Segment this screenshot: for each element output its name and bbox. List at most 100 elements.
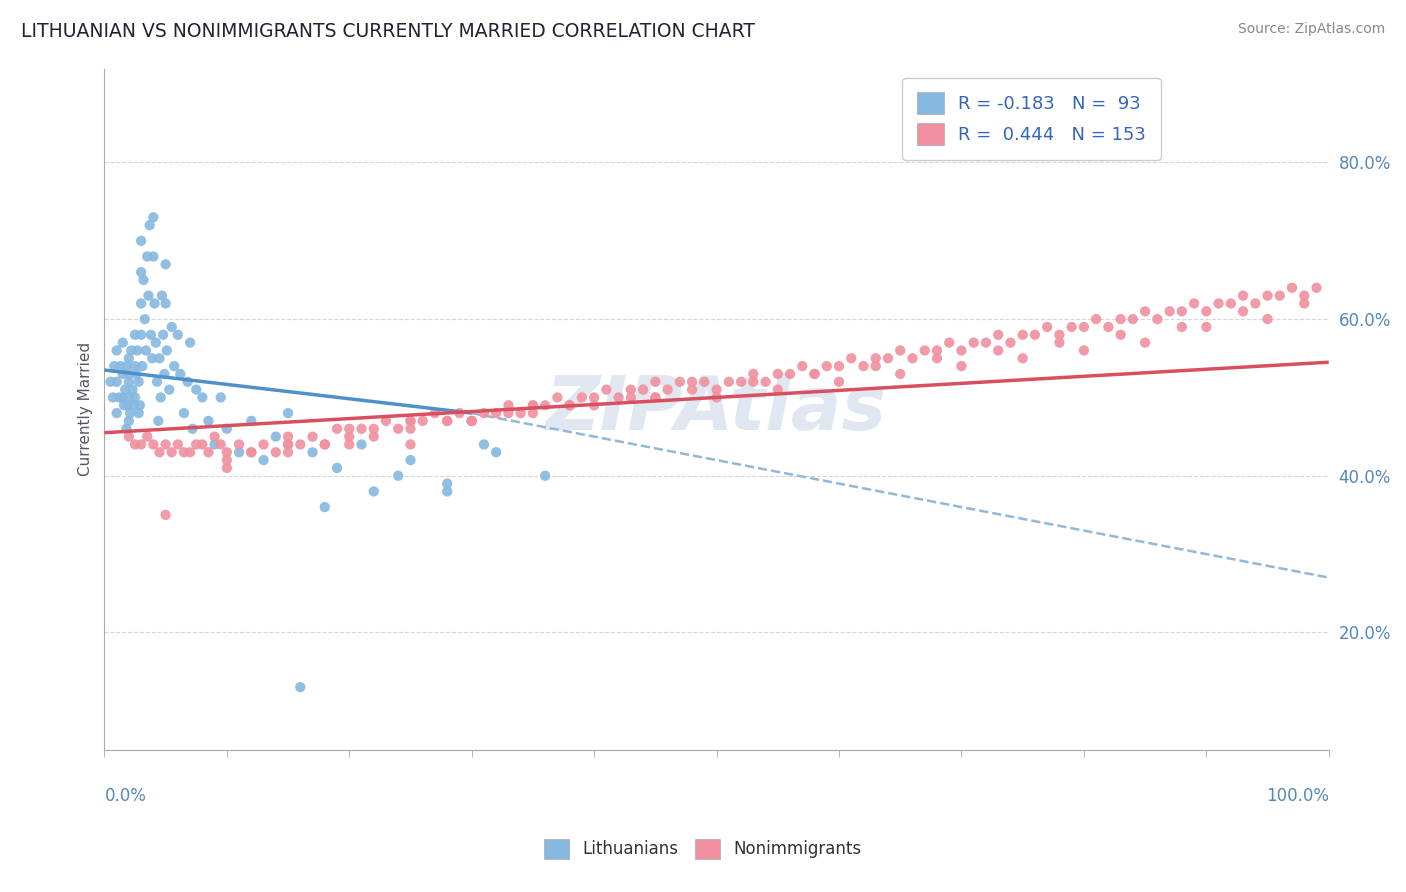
Point bbox=[105, 375, 128, 389]
Point bbox=[522, 406, 544, 420]
Point bbox=[779, 367, 801, 381]
Point bbox=[1011, 327, 1033, 342]
Point bbox=[485, 445, 508, 459]
Point bbox=[1085, 312, 1108, 326]
Point bbox=[865, 351, 887, 366]
Point bbox=[186, 383, 208, 397]
Point bbox=[1294, 288, 1316, 302]
Point bbox=[120, 343, 142, 358]
Point bbox=[100, 375, 122, 389]
Point bbox=[124, 391, 146, 405]
Point bbox=[111, 335, 134, 350]
Point bbox=[534, 398, 557, 412]
Point bbox=[399, 437, 422, 451]
Point bbox=[522, 398, 544, 412]
Point bbox=[717, 375, 740, 389]
Point bbox=[657, 383, 679, 397]
Point bbox=[963, 335, 986, 350]
Point bbox=[1219, 296, 1241, 310]
Point bbox=[160, 320, 183, 334]
Point bbox=[153, 367, 176, 381]
Point bbox=[644, 391, 666, 405]
Point bbox=[129, 265, 152, 279]
Point bbox=[1133, 304, 1156, 318]
Point bbox=[1060, 320, 1083, 334]
Point bbox=[509, 406, 531, 420]
Point bbox=[110, 359, 132, 373]
Legend: Lithuanians, Nonimmigrants: Lithuanians, Nonimmigrants bbox=[537, 832, 869, 866]
Point bbox=[706, 391, 728, 405]
Point bbox=[215, 461, 238, 475]
Point bbox=[128, 398, 150, 412]
Point bbox=[121, 383, 143, 397]
Point bbox=[155, 296, 177, 310]
Point bbox=[1024, 327, 1046, 342]
Point bbox=[1109, 327, 1132, 342]
Point bbox=[117, 398, 139, 412]
Point bbox=[115, 359, 138, 373]
Point bbox=[264, 445, 287, 459]
Point bbox=[828, 375, 851, 389]
Point bbox=[706, 383, 728, 397]
Point bbox=[1268, 288, 1291, 302]
Point bbox=[118, 351, 141, 366]
Point bbox=[146, 375, 169, 389]
Point bbox=[277, 429, 299, 443]
Point bbox=[1122, 312, 1144, 326]
Point bbox=[277, 437, 299, 451]
Point bbox=[681, 383, 703, 397]
Point bbox=[1047, 327, 1070, 342]
Point bbox=[792, 359, 814, 373]
Point bbox=[987, 343, 1010, 358]
Point bbox=[669, 375, 692, 389]
Point bbox=[1146, 312, 1168, 326]
Point bbox=[135, 343, 157, 358]
Point bbox=[326, 461, 349, 475]
Point bbox=[766, 383, 789, 397]
Point bbox=[363, 422, 385, 436]
Point bbox=[693, 375, 716, 389]
Point bbox=[209, 437, 232, 451]
Point bbox=[240, 445, 263, 459]
Point bbox=[139, 327, 162, 342]
Point bbox=[111, 391, 134, 405]
Text: ZIPAtlas: ZIPAtlas bbox=[546, 373, 887, 446]
Point bbox=[363, 484, 385, 499]
Point bbox=[191, 391, 214, 405]
Point bbox=[1195, 304, 1218, 318]
Point bbox=[252, 437, 274, 451]
Point bbox=[412, 414, 434, 428]
Point bbox=[141, 351, 163, 366]
Point bbox=[583, 398, 606, 412]
Point bbox=[1159, 304, 1181, 318]
Point bbox=[498, 398, 520, 412]
Point bbox=[925, 351, 948, 366]
Point bbox=[803, 367, 825, 381]
Point bbox=[460, 414, 482, 428]
Point bbox=[277, 406, 299, 420]
Point bbox=[142, 250, 165, 264]
Point bbox=[766, 367, 789, 381]
Point bbox=[436, 414, 458, 428]
Point bbox=[974, 335, 997, 350]
Point bbox=[179, 445, 201, 459]
Point bbox=[558, 398, 581, 412]
Point bbox=[644, 391, 666, 405]
Point bbox=[1000, 335, 1022, 350]
Point bbox=[1195, 320, 1218, 334]
Point bbox=[889, 343, 911, 358]
Point bbox=[620, 383, 643, 397]
Point bbox=[108, 391, 131, 405]
Point bbox=[1305, 281, 1327, 295]
Point bbox=[337, 429, 360, 443]
Point bbox=[138, 288, 160, 302]
Point bbox=[1232, 288, 1254, 302]
Point bbox=[148, 445, 170, 459]
Point bbox=[128, 406, 150, 420]
Point bbox=[105, 343, 128, 358]
Point bbox=[681, 375, 703, 389]
Point bbox=[152, 327, 174, 342]
Point bbox=[186, 437, 208, 451]
Point bbox=[176, 375, 198, 389]
Point bbox=[326, 422, 349, 436]
